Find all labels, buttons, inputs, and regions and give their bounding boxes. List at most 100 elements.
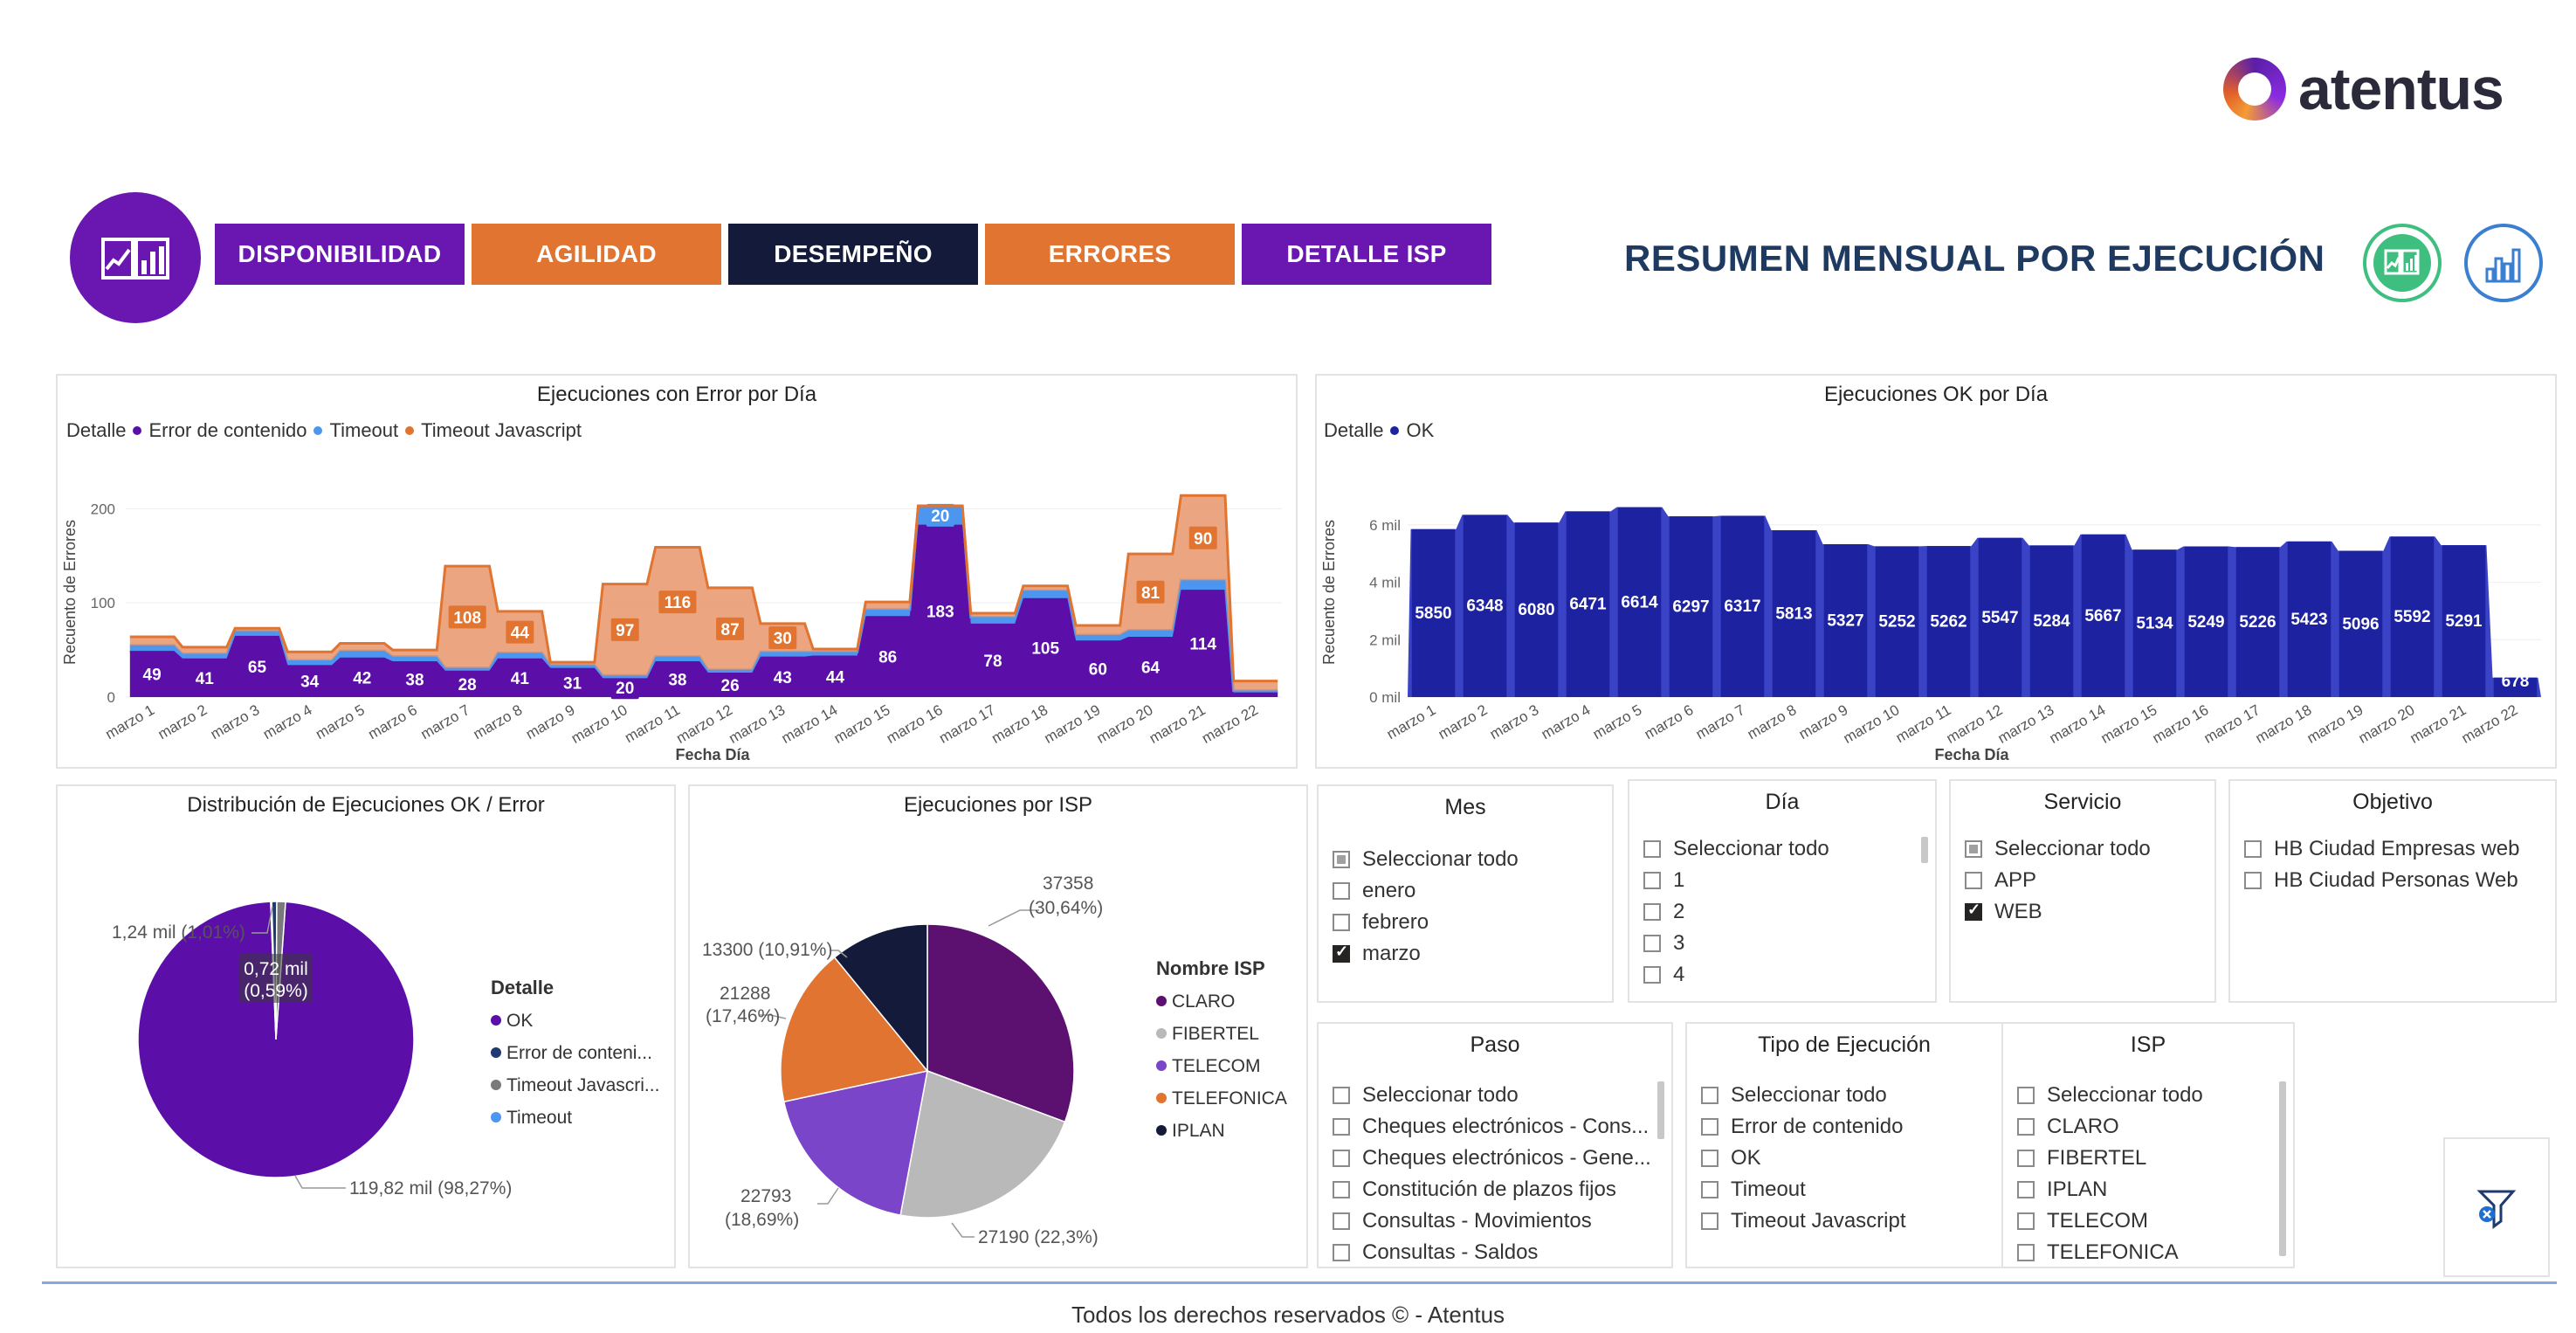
ok-bar [1669, 516, 1713, 697]
legend-title: Nombre ISP [1156, 957, 1265, 979]
slicer-item[interactable]: Timeout Javascript [1701, 1205, 1993, 1237]
checkbox[interactable] [1643, 935, 1661, 952]
slicer-item[interactable]: Seleccionar todo [1701, 1080, 1993, 1111]
slicer-item[interactable]: 2 [1643, 896, 1914, 928]
checkbox[interactable] [1965, 901, 1982, 921]
checkbox[interactable] [1701, 1181, 1718, 1198]
checkbox[interactable] [1333, 1087, 1350, 1104]
slicer-item[interactable]: WEB [1965, 896, 2206, 928]
checkbox[interactable] [1643, 872, 1661, 889]
checkbox[interactable] [1333, 851, 1350, 868]
slicer-item[interactable]: CLARO [2017, 1111, 2272, 1143]
nav-button-agilidad[interactable]: AGILIDAD [472, 224, 721, 285]
ok-chart[interactable]: 0 mil 2 mil 4 mil 6 mil Recuento de Errores 5… [1317, 444, 2555, 767]
slicer-item[interactable]: IPLAN [2017, 1174, 2272, 1205]
x-tick-label: marzo 6 [365, 701, 420, 742]
legend-item[interactable]: Error de contenido [148, 419, 307, 441]
slicer-item[interactable]: Constitución de plazos fijos [1333, 1174, 1650, 1205]
checkbox[interactable] [2017, 1118, 2035, 1136]
slicer-item-label: TELECOM [2047, 1209, 2149, 1233]
slice-label: (18,69%) [725, 1210, 799, 1230]
slice-label: 37358 [1043, 874, 1093, 894]
checkbox[interactable] [1333, 882, 1350, 900]
checkbox[interactable] [1643, 840, 1661, 858]
scrollbar[interactable] [1921, 837, 1928, 863]
slicer-item[interactable]: TELECOM [2017, 1205, 2272, 1237]
nav-button-detalle-isp[interactable]: DETALLE ISP [1242, 224, 1491, 285]
checkbox[interactable] [2017, 1244, 2035, 1261]
slicer-item[interactable]: Seleccionar todo [1333, 844, 1603, 875]
slicer-item[interactable]: marzo [1333, 938, 1603, 970]
report-icon[interactable] [70, 192, 201, 323]
slicer-item[interactable]: febrero [1333, 907, 1603, 938]
slicer-item[interactable]: OK [1701, 1143, 1993, 1174]
x-tick-label: marzo 3 [208, 701, 263, 742]
legend-item[interactable]: Timeout [329, 419, 399, 441]
slicer-item[interactable]: HB Ciudad Personas Web [2244, 865, 2546, 896]
nav-button-desempeño[interactable]: DESEMPEÑO [728, 224, 978, 285]
slicer-item-label: Consultas - Movimientos [1362, 1209, 1592, 1233]
nav-button-errores[interactable]: ERRORES [985, 224, 1235, 285]
checkbox[interactable] [1333, 943, 1350, 963]
slicer-item[interactable]: Error de contenido [1701, 1111, 1993, 1143]
checkbox[interactable] [1643, 903, 1661, 921]
checkbox[interactable] [1701, 1212, 1718, 1230]
y-tick-label: 6 mil [1369, 517, 1401, 534]
checkbox[interactable] [1643, 966, 1661, 984]
slicer-item[interactable]: Seleccionar todo [2017, 1080, 2272, 1111]
checkbox[interactable] [2244, 872, 2262, 889]
nav-button-disponibilidad[interactable]: DISPONIBILIDAD [215, 224, 465, 285]
slicer-item[interactable]: enero [1333, 875, 1603, 907]
slicer-item[interactable]: Cheques electrónicos - Gene... [1333, 1143, 1650, 1174]
checkbox[interactable] [2017, 1087, 2035, 1104]
checkbox[interactable] [2244, 840, 2262, 858]
data-label: 5249 [2187, 613, 2224, 632]
slicer-item[interactable]: 4 [1643, 959, 1914, 991]
x-tick-label: marzo 3 [1487, 701, 1542, 742]
chart-view-icon[interactable] [2363, 224, 2442, 302]
checkbox[interactable] [2017, 1212, 2035, 1230]
slicer-item[interactable]: 1 [1643, 865, 1914, 896]
errors-by-day-panel: Ejecuciones con Error por Día Detalle Er… [56, 374, 1298, 769]
checkbox[interactable] [1333, 1244, 1350, 1261]
checkbox[interactable] [1333, 914, 1350, 931]
slicer-item[interactable]: Seleccionar todo [1333, 1080, 1650, 1111]
data-label-bg [295, 669, 324, 693]
checkbox[interactable] [1333, 1212, 1350, 1230]
slicer-item[interactable]: Consultas - Movimientos [1333, 1205, 1650, 1237]
slicer-item[interactable]: Cheques electrónicos - Cons... [1333, 1111, 1650, 1143]
slicer-item[interactable]: TELEFONICA [2017, 1237, 2272, 1265]
slicer-item[interactable]: Seleccionar todo [1643, 833, 1914, 865]
slicer-item-label: Seleccionar todo [1362, 1083, 1519, 1107]
distribution-pie[interactable]: 1,24 mil (1,01%) 0,72 mil(0,59%) 119,82 mi… [58, 828, 674, 1265]
slicer-item[interactable]: HB Ciudad Empresas web [2244, 833, 2546, 865]
checkbox[interactable] [1333, 1150, 1350, 1167]
data-label-bg [558, 671, 587, 694]
slicer-item-label: Consultas - Saldos [1362, 1240, 1539, 1264]
checkbox[interactable] [1701, 1087, 1718, 1104]
legend-item[interactable]: OK [1406, 419, 1435, 441]
checkbox[interactable] [1965, 840, 1982, 858]
scrollbar[interactable] [2279, 1081, 2286, 1256]
data-label-bg [768, 665, 797, 688]
bar-view-icon[interactable] [2464, 224, 2543, 302]
errors-chart[interactable]: 0 100 200 Recuento de Errores 49 41 65 34 42 38 28… [58, 444, 1296, 767]
slicer-item[interactable]: Consultas - Saldos [1333, 1237, 1650, 1265]
leader-line [251, 906, 273, 934]
checkbox[interactable] [2017, 1181, 2035, 1198]
checkbox[interactable] [1333, 1118, 1350, 1136]
clear-filters-button[interactable] [2443, 1137, 2550, 1277]
checkbox[interactable] [2017, 1150, 2035, 1167]
checkbox[interactable] [1701, 1150, 1718, 1167]
slicer-item[interactable]: Seleccionar todo [1965, 833, 2206, 865]
slicer-item[interactable]: APP [1965, 865, 2206, 896]
slicer-item[interactable]: Timeout [1701, 1174, 1993, 1205]
checkbox[interactable] [1701, 1118, 1718, 1136]
isp-pie[interactable]: 37358 (30,64%) 27190 (22,3%) 22793 (18,69%) 2… [690, 828, 1306, 1265]
slicer-item[interactable]: 3 [1643, 928, 1914, 959]
checkbox[interactable] [1965, 872, 1982, 889]
checkbox[interactable] [1333, 1181, 1350, 1198]
legend-item[interactable]: Timeout Javascript [421, 419, 582, 441]
scrollbar[interactable] [1657, 1081, 1664, 1139]
slicer-item[interactable]: FIBERTEL [2017, 1143, 2272, 1174]
